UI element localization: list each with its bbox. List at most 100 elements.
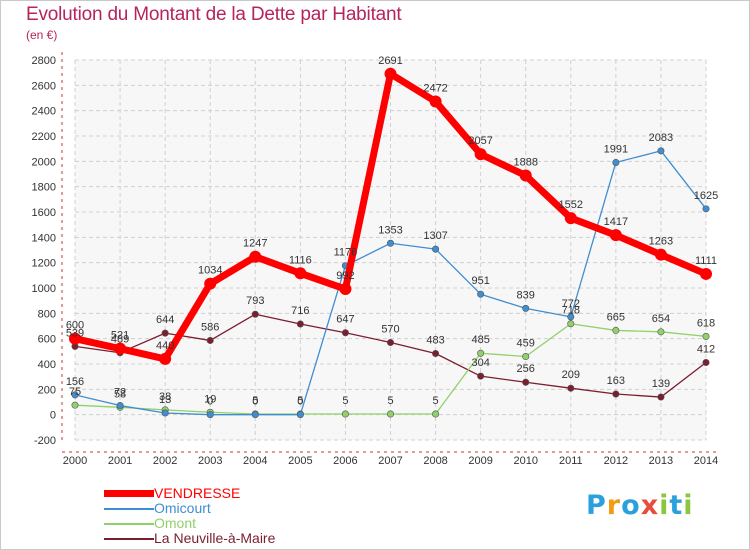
data-point-la-neuville-a-maire [567, 384, 575, 392]
data-point-omicourt [522, 304, 530, 312]
x-tick-label: 2011 [559, 455, 583, 467]
legend-label-la-neuville-a-maire: La Neuville-à-Maire [154, 530, 276, 546]
y-tick-label: 1600 [32, 207, 56, 219]
data-point-vendresse [294, 267, 307, 280]
legend-swatch-vendresse [104, 490, 154, 497]
data-label-la-neuville-a-maire: 163 [607, 375, 625, 387]
data-point-omont [341, 410, 349, 418]
data-point-omont [657, 328, 665, 336]
data-label-omont: 459 [517, 338, 535, 350]
data-label-la-neuville-a-maire: 489 [111, 334, 129, 346]
data-point-omicourt [477, 290, 485, 298]
data-label-la-neuville-a-maire: 139 [652, 378, 670, 390]
data-label-omont: 5 [387, 395, 393, 407]
data-point-omont [386, 410, 394, 418]
data-point-la-neuville-a-maire [432, 349, 440, 357]
data-label-vendresse: 1116 [289, 254, 312, 266]
x-tick-label: 2008 [423, 455, 447, 467]
x-tick-label: 2003 [198, 455, 222, 467]
data-label-omicourt: 1625 [694, 190, 718, 202]
data-point-omont [567, 320, 575, 328]
x-tick-label: 2000 [63, 455, 87, 467]
data-point-vendresse [69, 332, 81, 345]
x-tick-label: 2005 [288, 455, 312, 467]
data-point-omicourt [116, 402, 124, 410]
data-label-la-neuville-a-maire: 793 [246, 295, 264, 307]
data-point-la-neuville-a-maire [296, 320, 304, 328]
data-point-vendresse [114, 342, 127, 355]
data-label-omont: 38 [159, 391, 171, 403]
data-point-omicourt [432, 245, 440, 253]
legend-label-vendresse: VENDRESSE [154, 485, 241, 501]
data-label-la-neuville-a-maire: 644 [156, 314, 174, 326]
data-point-omont [477, 349, 485, 357]
legend-swatch-omont [104, 523, 154, 525]
x-tick-label: 2002 [153, 455, 177, 467]
data-point-omont [612, 326, 620, 334]
data-label-la-neuville-a-maire: 586 [201, 321, 219, 333]
legend-swatch-omicourt [104, 508, 154, 510]
data-point-la-neuville-a-maire [612, 390, 620, 398]
data-label-la-neuville-a-maire: 716 [291, 305, 309, 317]
data-label-la-neuville-a-maire: 647 [336, 314, 354, 326]
data-label-vendresse: 1888 [513, 157, 537, 169]
data-label-omont: 5 [342, 395, 348, 407]
data-label-vendresse: 440 [156, 340, 174, 352]
y-tick-label: 2200 [32, 131, 56, 143]
y-tick-label: 800 [38, 308, 56, 320]
x-tick-label: 2007 [378, 455, 402, 467]
data-point-vendresse [654, 248, 667, 261]
data-label-omont: 5 [433, 395, 439, 407]
data-label-la-neuville-a-maire: 570 [381, 323, 399, 335]
x-tick-label: 2010 [513, 455, 537, 467]
data-label-omicourt: 839 [517, 289, 535, 301]
data-point-vendresse [204, 277, 217, 290]
x-tick-label: 2014 [694, 455, 718, 467]
data-label-vendresse: 1552 [559, 199, 583, 211]
y-tick-label: 1800 [32, 182, 56, 194]
x-tick-label: 2001 [108, 455, 132, 467]
y-tick-label: 200 [38, 384, 56, 396]
data-label-omont: 654 [652, 313, 670, 325]
logo-letter: x [640, 490, 660, 521]
data-point-vendresse [249, 250, 262, 263]
data-point-la-neuville-a-maire [206, 336, 214, 344]
data-label-omicourt: 1353 [378, 224, 402, 236]
data-label-omicourt: 72 [114, 387, 126, 399]
data-point-omicourt [206, 411, 214, 419]
data-label-omont: 618 [697, 317, 715, 329]
data-label-vendresse: 1034 [198, 265, 222, 277]
y-tick-label: 2600 [32, 80, 56, 92]
data-label-omicourt: 951 [471, 275, 489, 287]
data-point-omicourt [612, 158, 620, 166]
data-label-omont: 75 [69, 386, 81, 398]
logo-letter: o [621, 490, 641, 521]
data-label-vendresse: 2691 [378, 55, 402, 67]
data-point-vendresse [384, 67, 397, 80]
data-label-omont: 665 [607, 311, 625, 323]
data-label-omicourt: 156 [66, 376, 84, 388]
data-label-omont: 5 [252, 395, 258, 407]
logo-letter: i [659, 490, 670, 521]
y-tick-label: 1400 [32, 232, 56, 244]
data-label-la-neuville-a-maire: 256 [517, 363, 535, 375]
x-tick-label: 2009 [468, 455, 492, 467]
data-point-omont [432, 410, 440, 418]
chart-subtitle: (en €) [26, 28, 58, 42]
data-point-vendresse [519, 169, 532, 182]
y-tick-label: 1000 [32, 283, 56, 295]
data-point-omont [702, 332, 710, 340]
data-point-la-neuville-a-maire [477, 372, 485, 380]
proxiti-logo: Proxiti [586, 490, 694, 521]
data-point-omicourt [161, 409, 169, 417]
data-point-omont [71, 401, 79, 409]
data-point-omicourt [386, 239, 394, 247]
logo-letter: r [606, 490, 622, 521]
y-tick-label: 600 [38, 334, 56, 346]
data-label-omicourt: 13 [159, 394, 171, 406]
data-label-vendresse: 2472 [423, 83, 447, 95]
data-point-vendresse [700, 267, 712, 280]
data-label-la-neuville-a-maire: 209 [562, 369, 580, 381]
data-label-omicourt: 0 [297, 396, 303, 408]
